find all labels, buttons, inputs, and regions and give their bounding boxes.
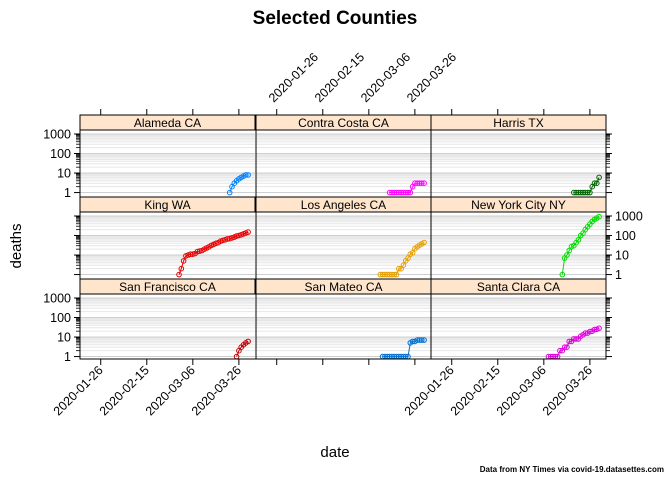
data-point — [180, 258, 187, 264]
panel-strip-label: King WA — [144, 198, 190, 212]
x-tick-label-top: 2020-03-26 — [404, 50, 459, 105]
data-point — [561, 344, 568, 351]
panel-santa-clara-ca: Santa Clara CA — [430, 278, 607, 360]
y-tick-label: 10 — [57, 331, 71, 345]
data-point — [245, 338, 251, 345]
data-point — [557, 347, 563, 354]
chart-title: Selected Counties — [253, 8, 418, 29]
y-tick-label-right: 10 — [615, 249, 629, 263]
data-point — [405, 255, 411, 261]
panel-strip-label: San Francisco CA — [119, 280, 216, 294]
y-tick-label: 1000 — [43, 127, 71, 141]
data-point — [421, 180, 427, 186]
y-tick-label: 1 — [64, 350, 71, 364]
data-point — [591, 180, 598, 186]
data-point — [243, 172, 249, 178]
data-point — [176, 271, 182, 278]
panel-king-wa: King WA — [79, 196, 256, 278]
data-point — [409, 250, 416, 256]
data-point — [596, 325, 602, 332]
data-point — [226, 189, 233, 196]
data-point — [236, 232, 242, 239]
y-tick-label: 100 — [50, 311, 71, 325]
data-point — [421, 337, 427, 343]
y-axis-title: deaths — [8, 223, 25, 268]
data-point — [596, 213, 602, 220]
panel-strip-label: New York City NY — [471, 198, 566, 212]
data-point — [245, 229, 251, 235]
data-point — [400, 262, 407, 269]
panel-harris-tx: Harris TX — [430, 114, 607, 196]
data-point — [245, 172, 251, 178]
data-point — [594, 180, 600, 186]
data-point — [196, 248, 203, 254]
data-point — [573, 336, 579, 342]
data-point — [393, 271, 400, 278]
panel-grid: Alameda CA Contra Costa CA Harris TX King W… — [79, 114, 607, 360]
y-tick-label-right: 1 — [615, 268, 622, 282]
data-point — [575, 237, 582, 243]
data-point — [587, 189, 593, 196]
data-point — [584, 189, 591, 196]
data-point — [405, 189, 411, 196]
panel-strip-label: Los Angeles CA — [301, 198, 386, 212]
x-axis-title: date — [320, 444, 349, 461]
plot-frame — [79, 114, 607, 360]
panel-los-angeles-ca: Los Angeles CA — [255, 196, 432, 278]
data-point — [391, 271, 398, 278]
data-point — [419, 337, 425, 343]
y-tick-label: 1000 — [43, 291, 71, 305]
data-point — [213, 240, 219, 247]
y-tick-label: 1 — [64, 186, 71, 200]
panel-alameda-ca: Alameda CA — [79, 114, 256, 196]
y-tick-label-right: 100 — [615, 229, 636, 243]
y-tick-label-right: 1000 — [615, 209, 643, 223]
panel-strip-label: Contra Costa CA — [298, 116, 389, 130]
data-point — [587, 328, 593, 335]
y-tick-label: 10 — [57, 167, 71, 181]
x-tick-label: 2020-03-26 — [540, 363, 595, 418]
data-point — [190, 251, 196, 257]
data-point — [407, 189, 414, 196]
data-point — [564, 344, 570, 351]
series-line — [389, 182, 425, 194]
panel-new-york-city-ny: New York City NY — [430, 196, 607, 278]
source-caption: Data from NY Times via covid-19.datasett… — [480, 465, 664, 474]
panel-strip-label: Santa Clara CA — [477, 280, 560, 294]
panel-strip-label: San Mateo CA — [304, 280, 382, 294]
data-point — [396, 265, 402, 272]
data-point — [596, 174, 602, 181]
data-point — [419, 180, 425, 186]
data-point — [559, 271, 566, 278]
panel-san-francisco-ca: San Francisco CA — [79, 278, 256, 360]
data-point — [564, 252, 570, 258]
x-tick-label: 2020-03-26 — [189, 363, 244, 418]
panel-contra-costa-ca: Contra Costa CA — [255, 114, 432, 196]
axes: 2020-01-262020-02-152020-03-062020-03-26… — [43, 50, 643, 418]
data-point — [178, 265, 185, 272]
panel-strip-label: Alameda CA — [134, 116, 201, 130]
y-tick-label: 100 — [50, 147, 71, 161]
panel-san-mateo-ca: San Mateo CA — [255, 278, 432, 360]
panel-strip-label: Harris TX — [493, 116, 543, 130]
data-point — [566, 247, 573, 254]
data-point — [421, 239, 427, 246]
data-point — [566, 338, 573, 345]
